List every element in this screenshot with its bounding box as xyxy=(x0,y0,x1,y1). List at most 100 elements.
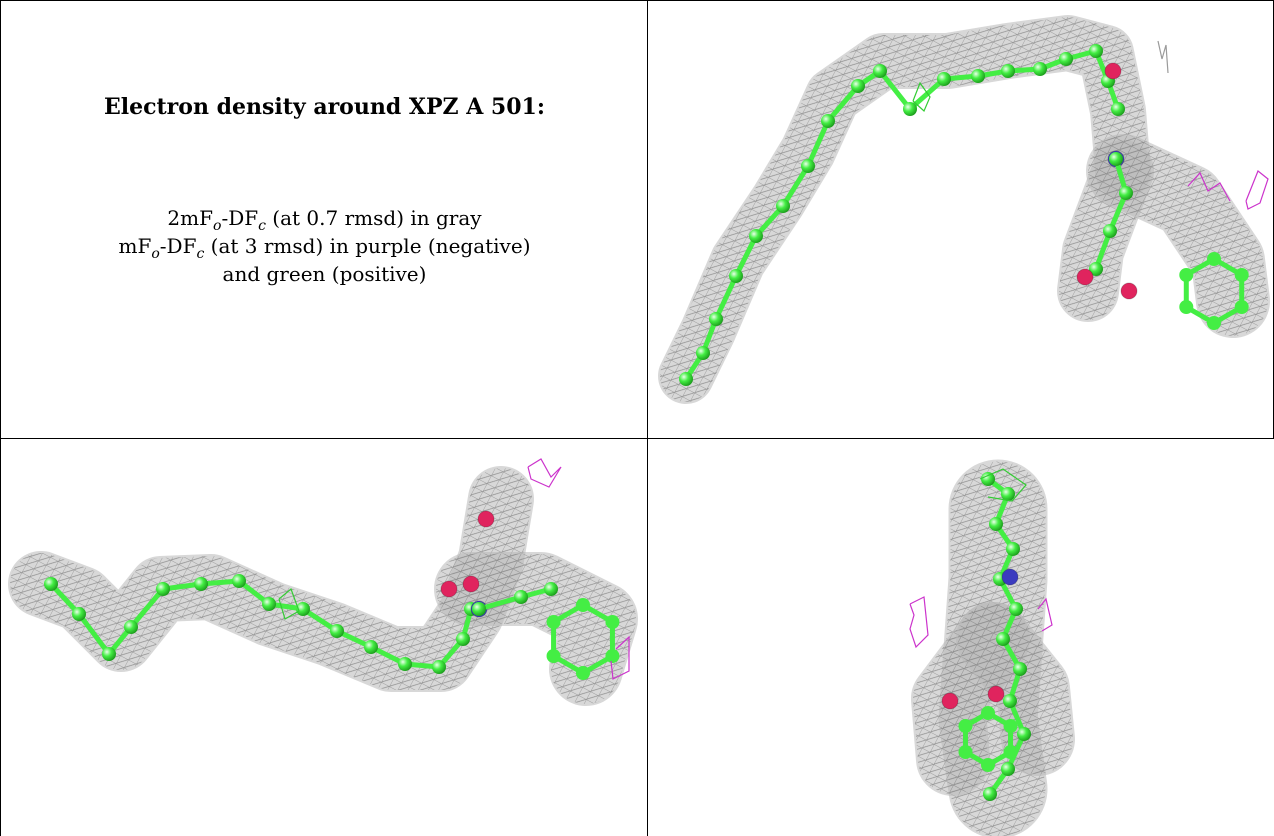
ligand-chain-br-atom xyxy=(1017,727,1031,741)
ligand-chain-br-atom xyxy=(1013,662,1027,676)
ligand-chain-tr-atom xyxy=(776,199,790,213)
ligand-chain-tr-bond xyxy=(713,273,739,322)
ligand-chain-tr-atom xyxy=(679,372,693,386)
positive-density-bl xyxy=(278,587,300,620)
ligand-chain-tr-bond xyxy=(877,68,913,112)
negative-density-bl-1 xyxy=(527,458,562,488)
density-tube-bl xyxy=(8,466,534,692)
ligand-chain-tr-atom xyxy=(851,79,865,93)
ligand-chain-bl-atom xyxy=(364,640,378,654)
ligand-chain-tr-atom xyxy=(1001,64,1015,78)
ligand-chain-tr-atom xyxy=(971,69,985,83)
negative-density-br-2 xyxy=(1037,597,1053,632)
ligand-link-tr xyxy=(1089,152,1133,276)
ligand-chain-br-atom xyxy=(1003,694,1017,708)
negative-density-br xyxy=(909,596,929,649)
phenyl-ring-tr-atom xyxy=(1234,300,1249,314)
ligand-chain-tr-atom xyxy=(1089,44,1103,58)
ligand-chain-tr-atom xyxy=(709,312,723,326)
phenyl-ring-bl-atom xyxy=(605,615,620,629)
ligand-link-bl-bond xyxy=(476,594,524,612)
phenyl-ring-br xyxy=(958,706,1018,772)
ligand-chain-tr-atom xyxy=(873,64,887,78)
ligand-chain-tr-bond xyxy=(825,83,861,124)
density-ring-tr-mesh xyxy=(1088,136,1268,336)
density-branch-br-2 xyxy=(956,602,1075,776)
ligand-link-tr-atom xyxy=(1103,224,1117,238)
ligand-chain-tr-bond xyxy=(733,233,759,279)
ligand-link-bl-atom xyxy=(544,582,558,596)
ligand-link-bl-atom xyxy=(472,602,486,616)
density-view-top-right xyxy=(658,15,1270,404)
density-tube-tr xyxy=(658,15,1151,404)
table-border-left xyxy=(0,0,1,836)
caption-legend: 2mFo-DFc (at 0.7 rmsd) in gray mFo-DFc (… xyxy=(1,204,647,288)
phenyl-ring-br-atom xyxy=(958,745,973,759)
ligand-chain-bl-atom xyxy=(262,597,276,611)
ligand-chain-br-atom xyxy=(996,632,1010,646)
ligand-chain-br-atom xyxy=(981,472,995,486)
ligand-chain-bl-atom xyxy=(232,574,246,588)
ligand-chain-bl-atom xyxy=(44,577,58,591)
phenyl-ring-br-atom xyxy=(1003,745,1018,759)
phenyl-ring-br-atom xyxy=(981,706,995,720)
phenyl-ring-tr-atom xyxy=(1179,300,1194,314)
ligand-link-tr-atom xyxy=(1089,262,1103,276)
ligand-chain-bl-atom xyxy=(330,624,344,638)
view-top-right xyxy=(648,1,1273,438)
negative-density-tr-2 xyxy=(1245,170,1269,210)
ligand-chain-tr-atom xyxy=(696,346,710,360)
ligand-chain-tr-bond xyxy=(780,163,811,209)
ligand-chain-tr-atom xyxy=(801,159,815,173)
view-bottom-right xyxy=(648,439,1274,836)
ligand-chain-br-atom xyxy=(1006,542,1020,556)
ligand-chain-bl-atom xyxy=(156,582,170,596)
oxygen-atom-tr-1 xyxy=(1104,62,1122,80)
phenyl-ring-tr-atom xyxy=(1207,252,1221,266)
ligand-chain-br-atom xyxy=(1001,487,1015,501)
ligand-chain-bl-atom xyxy=(398,657,412,671)
ligand-chain-tr-atom xyxy=(903,102,917,116)
table-border-mid-horizontal xyxy=(0,438,1274,439)
table-border-mid-vertical xyxy=(647,0,648,836)
ligand-chain-tr-atom xyxy=(1033,62,1047,76)
phenyl-ring-bl-atom xyxy=(576,666,590,680)
stray-density-tr xyxy=(1157,40,1169,74)
ligand-chain-bl-atom xyxy=(102,647,116,661)
phenyl-ring-br-atom xyxy=(1003,719,1018,733)
positive-density-tr xyxy=(912,81,931,113)
ligand-chain-tr-atom xyxy=(821,114,835,128)
oxygen-atom-tr-2 xyxy=(1076,268,1094,286)
ligand-link-bl xyxy=(472,582,558,616)
ligand-chain-bl-atom xyxy=(296,602,310,616)
phenyl-ring-br-atom xyxy=(958,719,973,733)
ligand-chain-tr-atom xyxy=(729,269,743,283)
ligand-chain-tr xyxy=(679,44,1125,386)
density-view-bottom-left xyxy=(8,458,638,706)
negative-density-tr-1 xyxy=(1187,171,1231,202)
positive-density-br xyxy=(979,468,1027,502)
ligand-chain-bl-atom xyxy=(72,607,86,621)
ligand-chain-tr-atom xyxy=(1111,102,1125,116)
ligand-chain-tr-atom xyxy=(749,229,763,243)
density-ring-bl-mesh xyxy=(436,554,636,704)
oxygen-atom-bl-3 xyxy=(440,580,458,598)
caption-title: Electron density around XPZ A 501: xyxy=(104,94,545,120)
ligand-chain-tr-atom xyxy=(937,72,951,86)
phenyl-ring-bl xyxy=(546,598,620,680)
phenyl-ring-br-atom xyxy=(981,758,995,772)
caption-cell: Electron density around XPZ A 501: 2mFo-… xyxy=(1,1,647,438)
table-border-top xyxy=(0,0,1274,1)
phenyl-ring-tr-atom xyxy=(1179,268,1194,282)
phenyl-ring-bl-atom xyxy=(605,649,620,663)
oxygen-atom-bl-2 xyxy=(462,575,480,593)
ligand-link-bl-atom xyxy=(514,590,528,604)
ligand-link-tr-atom xyxy=(1119,186,1133,200)
ligand-chain-bl-atom xyxy=(456,632,470,646)
oxygen-atom-br-1 xyxy=(987,685,1005,703)
phenyl-ring-tr xyxy=(1179,252,1249,330)
oxygen-atom-tr-3 xyxy=(1120,282,1138,300)
caption-line-2fofc: 2mFo-DFc (at 0.7 rmsd) in gray xyxy=(167,206,482,234)
ligand-link-tr-atom xyxy=(1109,152,1123,166)
ligand-chain-br-atom xyxy=(1001,762,1015,776)
